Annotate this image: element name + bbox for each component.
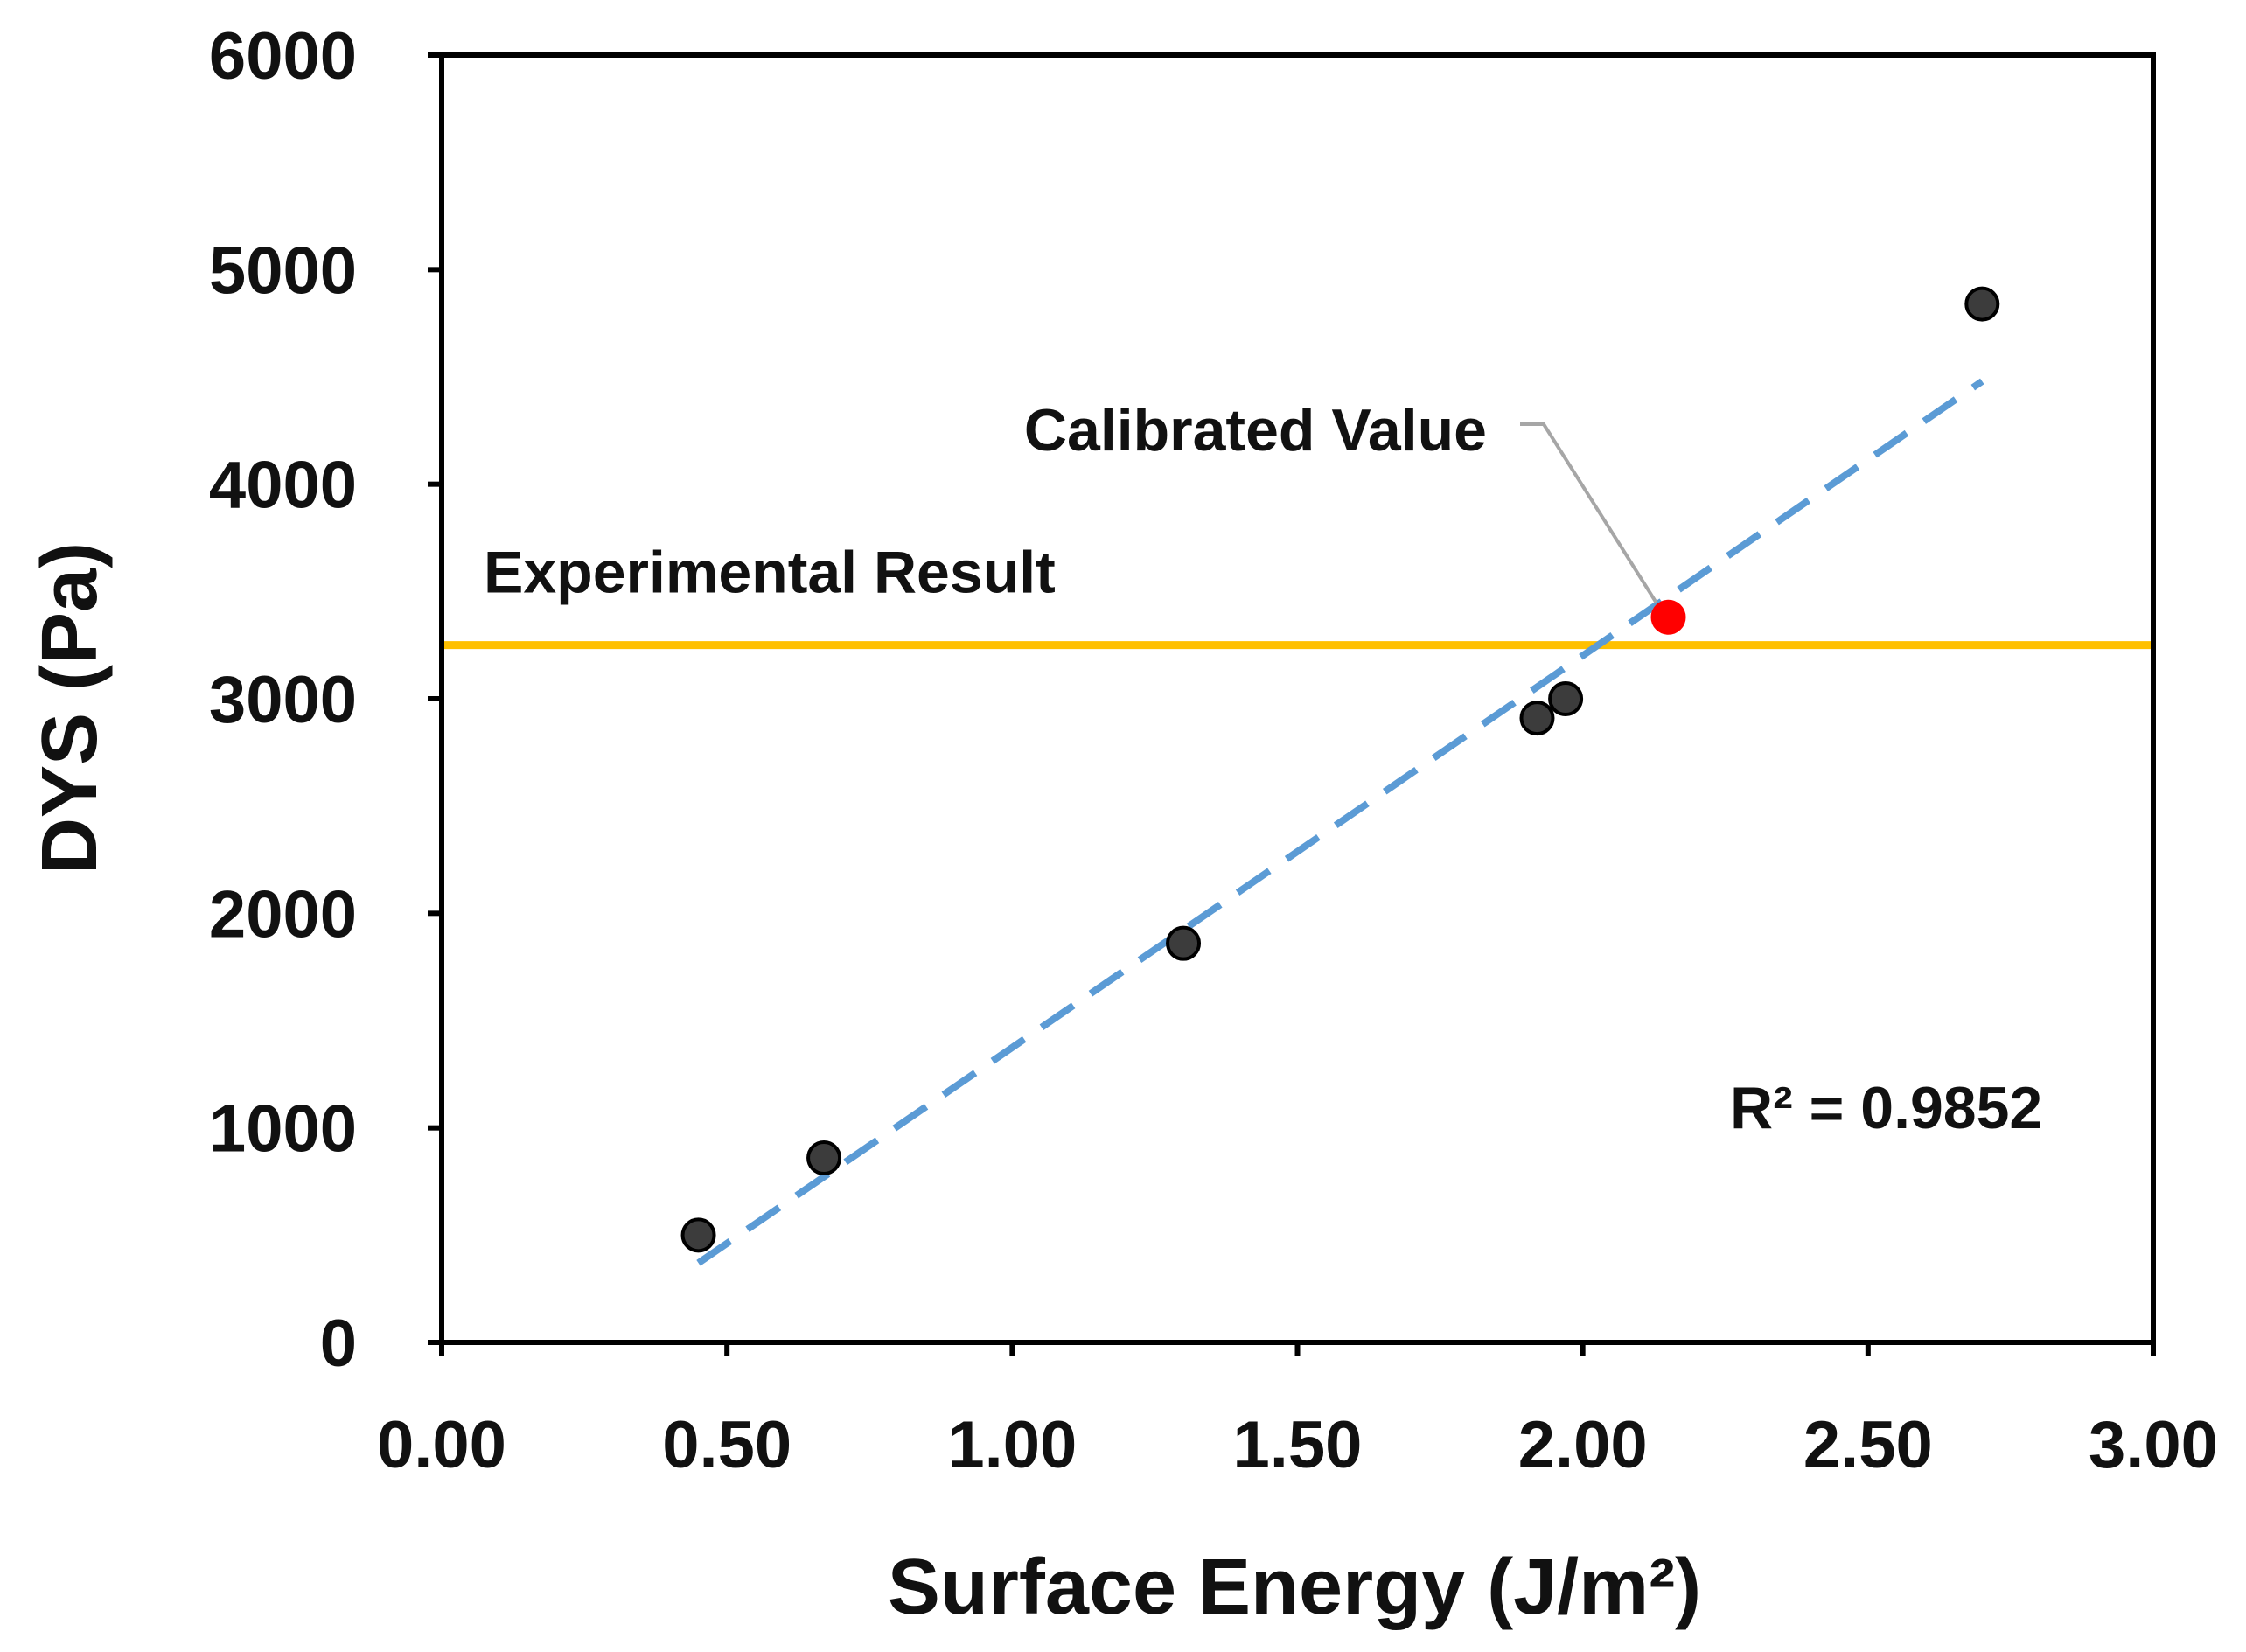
x-tick-label: 1.00 <box>947 1408 1077 1482</box>
x-tick-label: 1.50 <box>1233 1408 1363 1482</box>
calibrated-point <box>1650 599 1686 635</box>
x-tick-label: 2.50 <box>1803 1408 1933 1482</box>
trendline <box>696 378 1984 1266</box>
data-point <box>1548 681 1584 716</box>
x-tick-label: 2.00 <box>1518 1408 1648 1482</box>
y-tick-label: 0 <box>320 1307 357 1381</box>
y-tick-label: 5000 <box>209 234 357 308</box>
x-tick-label: 0.50 <box>662 1408 792 1482</box>
y-tick-label: 1000 <box>209 1092 357 1167</box>
calibrated-leader-line <box>1520 422 1658 603</box>
calibrated-value-label: Calibrated Value <box>1024 397 1487 464</box>
y-axis-title: DYS (Pa) <box>26 542 114 875</box>
label-layer: Surface Energy (J/m²) DYS (Pa) Experimen… <box>26 397 2042 1631</box>
x-axis-title: Surface Energy (J/m²) <box>888 1544 1701 1631</box>
y-tick-label: 2000 <box>209 877 357 951</box>
axis-layer: 0.00 0.50 1.00 1.50 2.00 2.50 3.00 0 1000 2000 300… <box>209 19 2218 1482</box>
data-point <box>1964 286 2000 322</box>
data-point <box>680 1217 716 1253</box>
y-tick-label: 3000 <box>209 663 357 737</box>
y-tick-label: 6000 <box>209 19 357 94</box>
plot-frame <box>439 52 2156 1345</box>
y-tick-label: 4000 <box>209 449 357 523</box>
x-tick-label: 3.00 <box>2089 1408 2218 1482</box>
data-point <box>1519 701 1555 736</box>
data-point <box>806 1140 842 1176</box>
r-squared-label: R² = 0.9852 <box>1730 1075 2042 1141</box>
experimental-result-label: Experimental Result <box>484 540 1056 606</box>
x-tick-label: 0.00 <box>377 1408 506 1482</box>
plot-layer <box>442 286 2153 1266</box>
data-point <box>1166 925 1202 961</box>
